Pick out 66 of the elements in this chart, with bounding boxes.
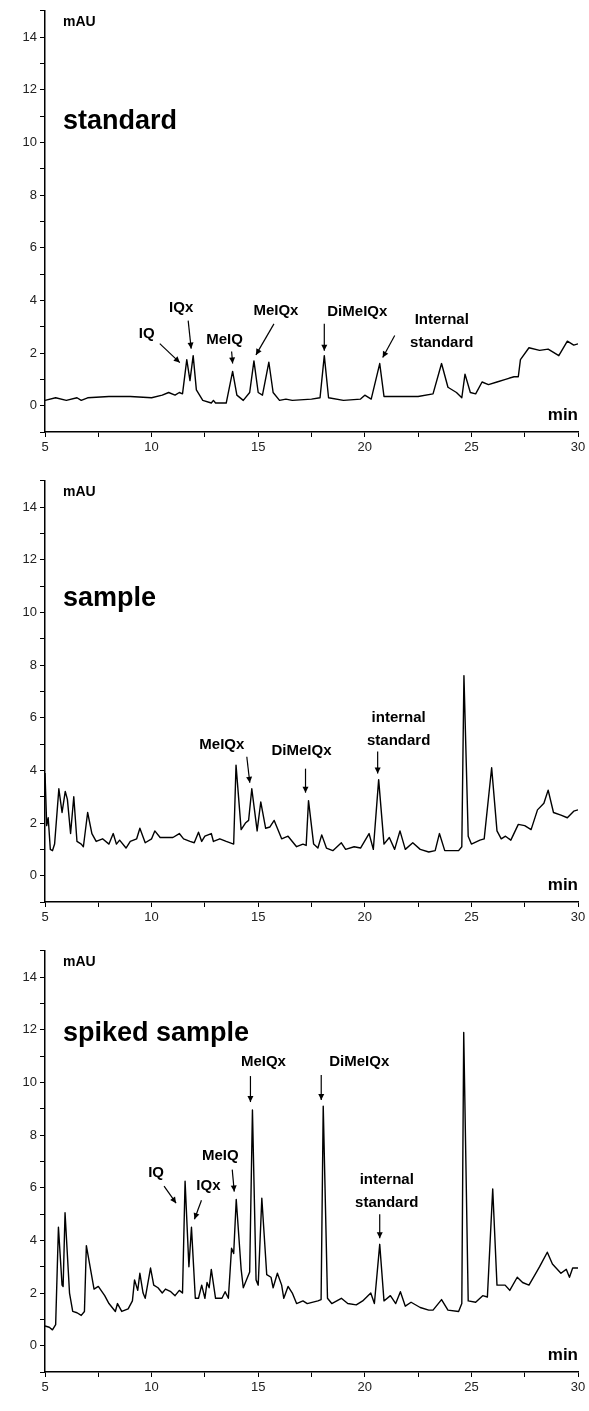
y-tick-label: 10	[22, 1074, 37, 1089]
annotation: internal standard	[366, 707, 431, 748]
annotation: IQ	[138, 323, 156, 341]
y-tick-label: 6	[29, 1179, 37, 1195]
x-tick-label: 20	[357, 439, 373, 455]
y-tick-label: 6	[29, 709, 37, 725]
x-tick-label: 20	[357, 1379, 373, 1395]
y-tick-label: 4	[29, 761, 37, 777]
annotation: IQ	[148, 1163, 165, 1181]
x-tick-label: 5	[41, 1379, 49, 1395]
annotation: internal standard	[355, 1170, 419, 1211]
y-tick-label: 10	[22, 604, 37, 619]
x-tick-label: 30	[570, 439, 586, 455]
y-tick-label: 0	[29, 867, 37, 883]
annotation: MeIQ	[206, 329, 244, 347]
x-tick-label: 30	[570, 909, 586, 925]
y-tick-label: 12	[22, 551, 37, 567]
y-tick-label: 2	[29, 1284, 37, 1300]
annotation: IQx	[169, 297, 194, 315]
x-tick-label: 15	[250, 909, 266, 925]
text: sample	[63, 582, 157, 613]
y-tick-label: 0	[29, 1337, 37, 1353]
x-axis-title: min	[547, 874, 578, 894]
annotation: MeIQx	[199, 734, 245, 752]
annotation: Internal standard	[410, 309, 474, 350]
annotation: DiMeIQx	[329, 1052, 390, 1070]
x-tick-label: 5	[41, 909, 49, 925]
y-tick-label: 2	[29, 814, 37, 830]
x-tick-label: 25	[464, 1379, 479, 1395]
annotation: MeIQx	[253, 301, 300, 319]
y-tick-label: 12	[22, 1021, 37, 1037]
y-tick-label: 2	[29, 344, 37, 360]
x-tick-label: 10	[144, 439, 159, 455]
y-axis-title: mAU	[63, 952, 96, 969]
text: standard	[63, 105, 178, 136]
x-tick-label: 15	[250, 1379, 266, 1395]
x-tick-label: 25	[464, 909, 479, 925]
x-tick-label: 30	[570, 1379, 586, 1395]
annotation: MeIQx	[240, 1052, 287, 1070]
y-tick-label: 6	[29, 239, 37, 255]
annotation: MeIQ	[201, 1145, 239, 1163]
y-tick-label: 4	[29, 291, 37, 307]
x-tick-label: 10	[144, 909, 159, 925]
y-tick-label: 14	[22, 28, 37, 44]
x-tick-label: 25	[464, 439, 479, 455]
x-tick-label: 5	[41, 439, 49, 455]
y-tick-label: 4	[29, 1231, 37, 1247]
annotation: DiMeIQx	[327, 301, 388, 319]
y-tick-label: 10	[22, 134, 37, 149]
x-axis-title: min	[547, 404, 578, 424]
y-tick-label: 8	[29, 656, 37, 672]
y-tick-label: 8	[29, 1126, 37, 1142]
y-tick-label: 8	[29, 186, 37, 202]
x-axis-title: min	[547, 1344, 578, 1364]
x-tick-label: 15	[250, 439, 266, 455]
y-tick-label: 14	[22, 498, 37, 514]
y-tick-label: 14	[22, 968, 37, 984]
annotation: IQx	[196, 1176, 222, 1194]
y-tick-label: 0	[29, 397, 37, 413]
x-tick-label: 20	[357, 909, 373, 925]
x-tick-label: 10	[144, 1379, 159, 1395]
text: spiked sample	[63, 1017, 250, 1048]
y-axis-title: mAU	[63, 12, 96, 29]
y-tick-label: 12	[22, 81, 37, 97]
annotation: DiMeIQx	[271, 740, 333, 758]
y-axis-title: mAU	[63, 482, 96, 499]
